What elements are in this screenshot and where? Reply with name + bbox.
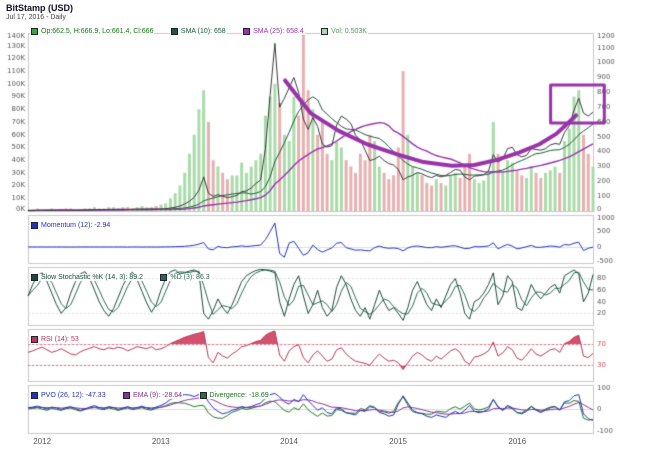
page-title: BitStamp (USD): [6, 3, 73, 13]
x-axis-label-2012: 2012: [33, 437, 52, 446]
pvo-legend: PVO (26, 12): -47.33 EMA (9): -28.64 Div…: [30, 386, 281, 404]
volume-swatch-icon: [321, 28, 329, 35]
legend-label: Vol: 0.503K: [331, 28, 367, 35]
legend-label: Op:662.5, H:666.9, Lo:661.4, Cl:666: [41, 28, 154, 35]
legend-label: Divergence: -18.69: [209, 392, 269, 399]
legend-label: RSI (14): 53: [41, 336, 79, 343]
legend-item-sma25: SMA (25): 658.4: [242, 28, 305, 35]
legend-label: SMA (10): 658: [180, 28, 226, 35]
legend-item-sma10: SMA (10): 658: [169, 28, 227, 35]
sma25-swatch-icon: [243, 28, 251, 35]
legend-item-volume: Vol: 0.503K: [320, 28, 368, 35]
x-axis-label-2014: 2014: [280, 437, 298, 446]
main-legend: Op:662.5, H:666.9, Lo:661.4, Cl:666 SMA …: [30, 22, 379, 40]
chart-date: Jul 17, 2016 - Daily: [6, 14, 66, 21]
x-axis-label-2013: 2013: [151, 437, 170, 446]
rsi-legend: RSI (14): 53: [30, 330, 91, 348]
legend-label: Slow Stochastic %K (14, 3): 89.2: [41, 274, 143, 281]
sma10-swatch-icon: [170, 28, 178, 35]
pvo-swatch-icon: [31, 392, 38, 399]
legend-item-momentum: Momentum (12): -2.94: [30, 222, 112, 229]
ohlc-swatch-icon: [31, 28, 38, 35]
rsi-swatch-icon: [31, 336, 38, 343]
legend-item-ema: EMA (9): -28.64: [122, 392, 184, 399]
stoch-d-swatch-icon: [160, 274, 168, 281]
x-axis-label-2016: 2016: [508, 437, 527, 446]
x-axis-label-2015: 2015: [389, 437, 407, 446]
legend-label: %D (3): 86.3: [170, 274, 210, 281]
legend-item-rsi: RSI (14): 53: [30, 336, 80, 343]
momentum-legend: Momentum (12): -2.94: [30, 216, 122, 234]
stochastic-legend: Slow Stochastic %K (14, 3): 89.2 %D (3):…: [30, 268, 222, 286]
legend-label: PVO (26, 12): -47.33: [41, 392, 106, 399]
legend-item-pvo: PVO (26, 12): -47.33: [30, 392, 107, 399]
ema-swatch-icon: [123, 392, 131, 399]
stoch-k-swatch-icon: [31, 274, 38, 281]
divergence-swatch-icon: [199, 392, 207, 399]
legend-label: Momentum (12): -2.94: [41, 222, 111, 229]
legend-item-stoch-k: Slow Stochastic %K (14, 3): 89.2: [30, 274, 144, 281]
legend-item-divergence: Divergence: -18.69: [198, 392, 270, 399]
momentum-swatch-icon: [31, 222, 38, 229]
legend-item-stoch-d: %D (3): 86.3: [159, 274, 211, 281]
legend-item-ohlc: Op:662.5, H:666.9, Lo:661.4, Cl:666: [30, 28, 155, 35]
legend-label: SMA (25): 658.4: [253, 28, 304, 35]
legend-label: EMA (9): -28.64: [133, 392, 183, 399]
